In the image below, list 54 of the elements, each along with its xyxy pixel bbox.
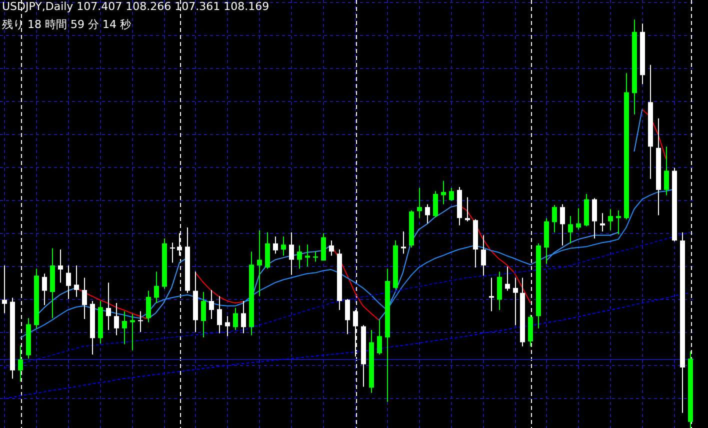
candlestick [138, 310, 143, 333]
candlestick [122, 310, 127, 345]
candlestick [576, 208, 581, 230]
candlestick [465, 196, 470, 222]
candlestick [345, 298, 350, 335]
candlestick [297, 244, 302, 270]
candlestick [377, 320, 382, 355]
candlestick [305, 244, 310, 268]
candlestick [146, 290, 151, 323]
candlestick [170, 242, 175, 264]
candlestick [513, 277, 518, 326]
candlestick [329, 240, 334, 256]
candlestick [273, 236, 278, 254]
candlestick [289, 232, 294, 276]
candlestick [449, 187, 454, 202]
candlestick [42, 273, 47, 306]
candlestick [489, 277, 494, 312]
candlestick [209, 289, 214, 320]
candlestick [82, 277, 87, 320]
candlestick [154, 271, 159, 304]
candlestick [401, 231, 406, 254]
candlestick [321, 232, 326, 262]
candlestick [505, 266, 510, 292]
chart-title: USDJPY,Daily 107.407 108.266 107.361 108.169 [2, 0, 270, 13]
candlestick [241, 300, 246, 334]
candlestick [233, 307, 238, 330]
candlestick [600, 212, 605, 232]
candlestick [58, 249, 63, 284]
candlestick [217, 296, 222, 334]
candlestick [106, 282, 111, 330]
candlestick [608, 208, 613, 231]
candlestick [74, 264, 79, 298]
candlestick [417, 187, 422, 219]
candlestick [441, 180, 446, 205]
candlestick [664, 146, 669, 196]
candlestick [114, 302, 119, 336]
candlestick [66, 264, 71, 300]
candlestick [481, 234, 486, 276]
candlestick [560, 204, 565, 246]
candlestick [552, 204, 557, 233]
candlestick [18, 345, 23, 382]
candlestick [257, 230, 262, 297]
candlestick [497, 271, 502, 310]
candlestick [225, 316, 230, 337]
candlestick [433, 190, 438, 218]
annotation: 残り 18 時間 59 分 14 秒 [2, 17, 131, 32]
candlestick [592, 198, 597, 240]
candlestick [201, 292, 206, 338]
candlestick [616, 210, 621, 235]
candlestick [130, 314, 135, 351]
candlestick [281, 236, 286, 256]
candlestick [568, 216, 573, 244]
candlestick [425, 204, 430, 224]
candlestick [2, 264, 7, 314]
